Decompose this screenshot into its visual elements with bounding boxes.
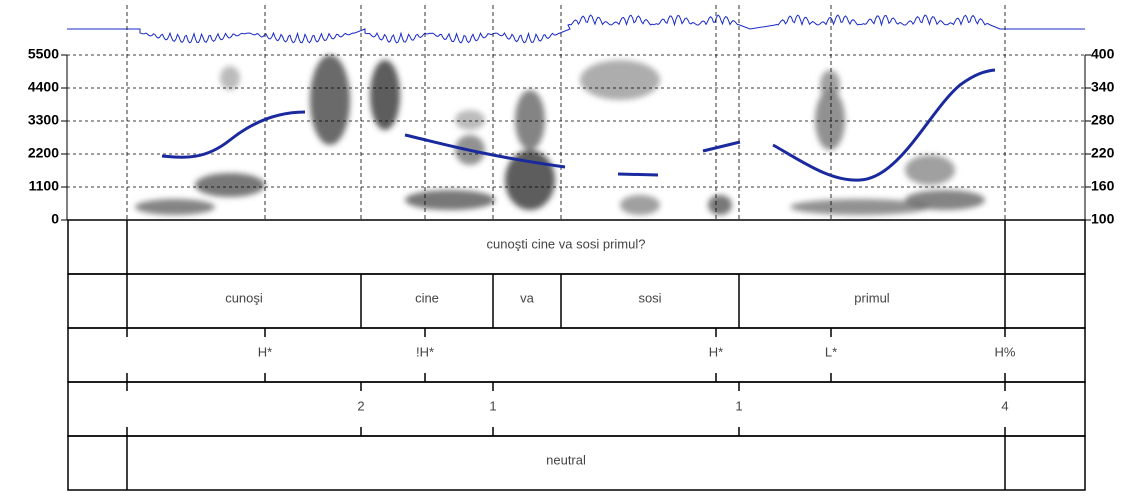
tier-label: va <box>520 290 535 305</box>
pitch-contour <box>161 68 996 182</box>
spectrogram-blob <box>135 199 215 215</box>
right-tick-label: 280 <box>1091 112 1115 128</box>
tier-box <box>67 273 1086 329</box>
waveform-trace <box>67 14 1085 44</box>
tier-label: 1 <box>735 398 742 413</box>
left-tick-label: 1100 <box>29 178 60 194</box>
tier-label: cunoşi <box>225 290 263 305</box>
tier-label: 4 <box>1001 398 1008 413</box>
textgrid <box>67 219 1086 491</box>
spectrogram-blob <box>195 173 265 197</box>
tier-label: 1 <box>489 398 496 413</box>
right-tick-label: 400 <box>1091 46 1115 62</box>
spectrogram-blob <box>815 90 845 150</box>
tier-box <box>67 327 1086 383</box>
tier-label: primul <box>854 290 890 305</box>
spectrogram-blob <box>708 195 732 215</box>
tier-label: L* <box>825 344 837 359</box>
tier-label: !H* <box>416 344 434 359</box>
right-tick-label: 340 <box>1091 79 1115 95</box>
left-tick-label: 3300 <box>28 112 59 128</box>
tier-label: H* <box>258 344 272 359</box>
spectrogram-blob <box>905 190 985 210</box>
spectrogram-blob <box>220 66 240 90</box>
tier-label: H* <box>709 344 723 359</box>
left-tick-label: 5500 <box>28 46 59 62</box>
grid <box>61 5 1091 221</box>
spectrogram <box>135 55 985 215</box>
tier-label: sosi <box>638 290 661 305</box>
right-tick-label: 220 <box>1091 145 1115 161</box>
spectrogram-blob <box>370 60 400 130</box>
tier-label: neutral <box>546 452 586 467</box>
tier-label: H% <box>995 344 1016 359</box>
tier-label: cine <box>415 290 439 305</box>
tier-label: 2 <box>357 398 364 413</box>
spectrogram-blob <box>580 60 660 100</box>
right-tick-label: 160 <box>1091 178 1115 194</box>
left-tick-label: 2200 <box>28 145 59 161</box>
left-tick-label: 0 <box>51 211 59 227</box>
spectrogram-blob <box>905 155 955 185</box>
spectrogram-blob <box>515 90 545 150</box>
tier-box <box>67 435 1086 491</box>
spectrogram-blob <box>310 55 350 145</box>
tier-label: cunoşti cine va sosi primul? <box>487 236 646 251</box>
spectrogram-blob <box>790 199 930 215</box>
left-tick-label: 4400 <box>28 79 59 95</box>
spectrogram-blob <box>455 110 485 130</box>
tier-box <box>67 381 1086 437</box>
waveform <box>67 14 1085 44</box>
right-tick-label: 100 <box>1091 211 1115 227</box>
spectrogram-blob <box>620 195 660 215</box>
labels: 0 1100 2200 3300 4400 5500 100 160 220 280 340 400 c… <box>28 46 1115 468</box>
spectrogram-blob <box>405 190 495 210</box>
spectrogram-blob <box>820 70 840 100</box>
